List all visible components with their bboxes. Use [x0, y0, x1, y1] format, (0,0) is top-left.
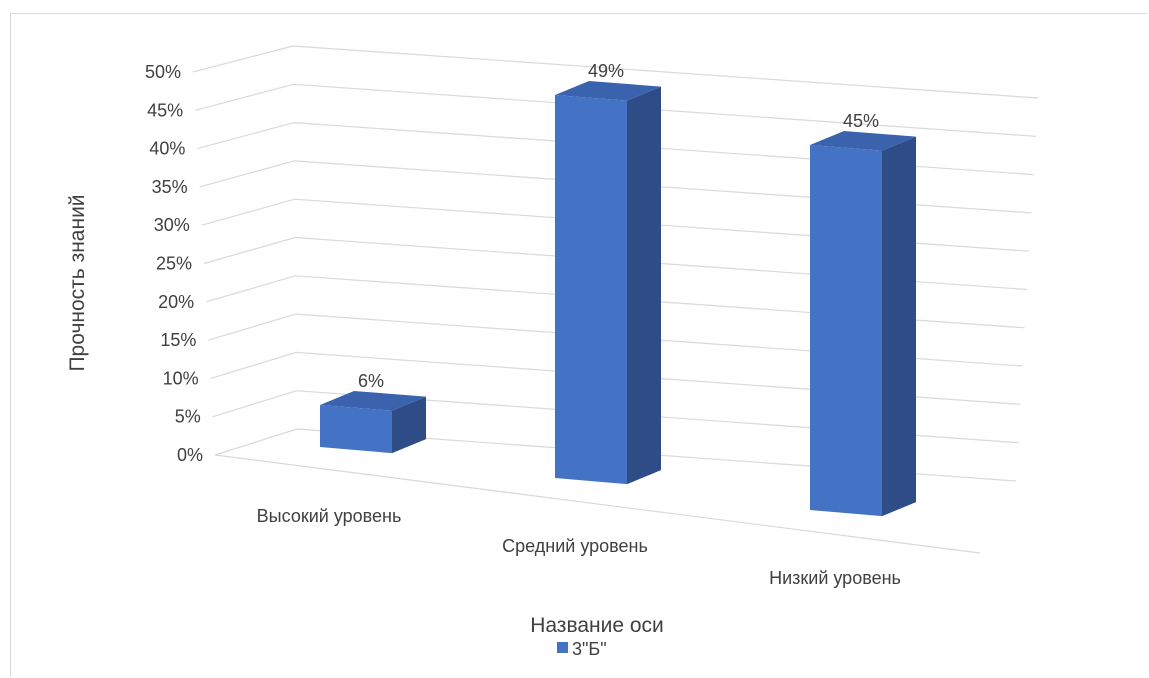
bar-side	[392, 396, 426, 454]
bar-side	[882, 136, 916, 517]
legend-series-label: 3"Б"	[572, 639, 607, 659]
category-label: Низкий уровень	[769, 568, 901, 588]
bar	[555, 81, 661, 485]
floor-front-edge	[214, 454, 981, 554]
y-axis-title: Прочность знаний	[66, 194, 89, 371]
category-label: Высокий уровень	[257, 506, 402, 526]
y-tick-label: 40%	[149, 139, 185, 159]
legend: 3"Б"	[557, 639, 607, 659]
legend-swatch	[557, 642, 568, 653]
bar-top	[555, 81, 661, 101]
y-tick-label: 35%	[152, 177, 188, 197]
bar-top	[320, 391, 426, 411]
data-label: 45%	[843, 111, 879, 131]
gridline	[206, 275, 1025, 329]
bar-front	[555, 95, 627, 485]
gridline	[197, 121, 1034, 176]
bar	[320, 391, 426, 454]
category-labels: Высокий уровень Средний уровень Низкий уро…	[257, 506, 901, 588]
gridline	[192, 45, 1039, 99]
x-axis-title: Название оси	[530, 614, 664, 637]
y-axis-ticks: 0% 5% 10% 15% 20% 25% 30% 35% 40% 45% 50%	[145, 62, 203, 465]
gridline	[214, 428, 1017, 482]
gridline	[208, 313, 1023, 367]
data-label: 6%	[358, 371, 384, 391]
y-tick-label: 50%	[145, 62, 181, 82]
gridline	[195, 83, 1036, 137]
bar-side	[627, 86, 661, 485]
bar	[810, 131, 916, 517]
y-tick-label: 20%	[158, 292, 194, 312]
data-label: 49%	[588, 61, 624, 81]
bar-front	[320, 405, 392, 454]
gridline	[210, 351, 1021, 405]
gridline	[199, 160, 1032, 214]
bars	[320, 81, 916, 517]
y-tick-label: 30%	[154, 215, 190, 235]
category-label: Средний уровень	[502, 536, 648, 556]
y-tick-label: 15%	[160, 330, 196, 350]
gridline	[203, 236, 1028, 291]
gridline	[212, 390, 1019, 444]
y-tick-label: 45%	[147, 100, 183, 120]
data-labels: 6% 49% 45%	[358, 61, 879, 391]
gridlines	[192, 45, 1039, 554]
gridline	[201, 198, 1030, 252]
chart-frame	[10, 13, 1147, 677]
bar-front	[810, 145, 882, 517]
bar-top	[810, 131, 916, 151]
y-tick-label: 5%	[175, 407, 201, 427]
y-tick-label: 25%	[156, 254, 192, 274]
y-tick-label: 10%	[163, 368, 199, 388]
y-tick-label: 0%	[177, 445, 203, 465]
